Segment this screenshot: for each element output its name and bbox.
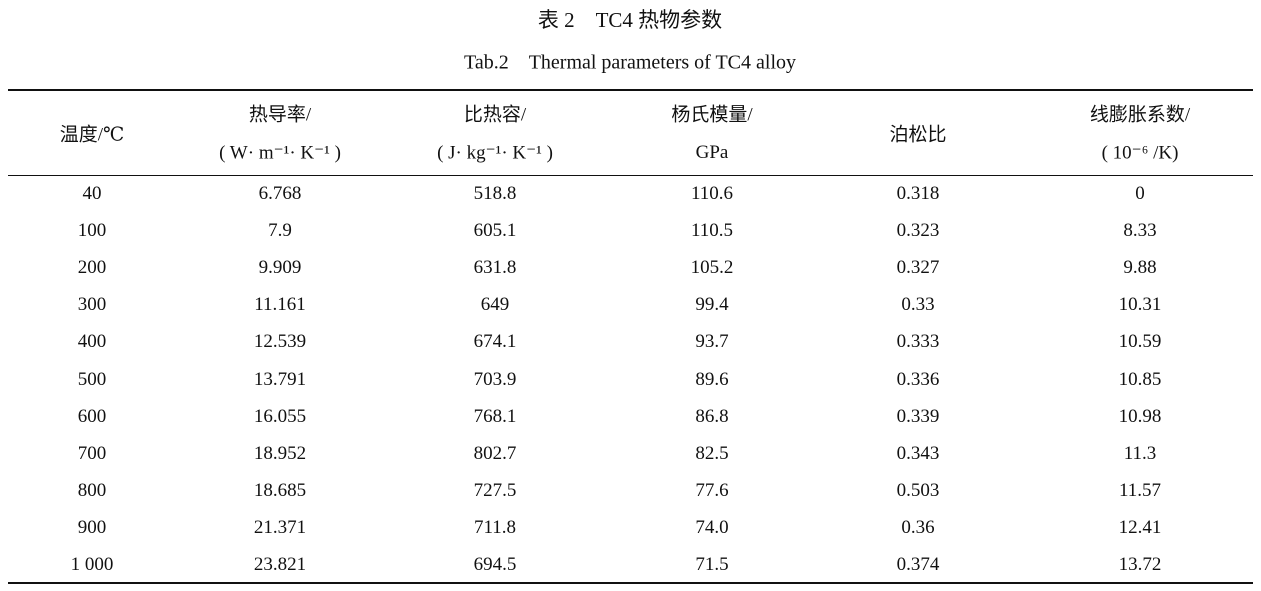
table-cell: 700 — [77, 442, 107, 464]
table-cell: 89.6 — [695, 368, 729, 390]
table-cell: 518.8 — [473, 183, 517, 204]
table-cell: 605.1 — [473, 220, 517, 242]
table-cell: 18.952 — [253, 442, 307, 464]
table-cell: 400 — [77, 331, 107, 353]
table-cell: 100 — [77, 220, 107, 242]
table-cell: 631.8 — [473, 257, 517, 279]
table-cell: 727.5 — [473, 479, 517, 501]
table-cell: 200 — [77, 257, 107, 279]
header-cell: 杨氏模量/ — [671, 104, 753, 126]
table-cell: 674.1 — [473, 331, 517, 353]
bottom-rule — [8, 582, 1253, 584]
header-cell: ( 10⁻⁶ /K) — [1101, 142, 1179, 164]
table-cell: 703.9 — [473, 368, 517, 390]
table-cell: 0.503 — [896, 479, 940, 501]
table-cell: 21.371 — [253, 516, 307, 538]
table-cell: 711.8 — [473, 516, 517, 538]
table-cell: 0.33 — [901, 294, 935, 316]
table-cell: 110.5 — [690, 220, 734, 242]
table-cell: 0.374 — [896, 554, 940, 575]
table-cell: 0.323 — [896, 220, 940, 242]
table-cell: 0.36 — [901, 516, 935, 538]
table-cell: 649 — [480, 294, 510, 316]
table-cell: 10.85 — [1118, 368, 1162, 390]
table-cell: 18.685 — [253, 479, 307, 501]
table-cell: 10.98 — [1118, 405, 1162, 427]
table-cell: 802.7 — [473, 442, 517, 464]
table-cell: 110.6 — [690, 183, 734, 204]
header-cell: 热导率/ — [248, 104, 312, 126]
table-cell: 0.343 — [896, 442, 940, 464]
table-cell: 9.909 — [258, 257, 302, 279]
table-cell: 71.5 — [695, 554, 729, 575]
header-cell: 线膨胀系数/ — [1089, 104, 1191, 126]
table-cell: 105.2 — [690, 257, 734, 279]
header-cell: 泊松比 — [889, 124, 947, 146]
table-cell: 1 000 — [70, 554, 114, 575]
table-title: 表 2 TC4 热物参数 — [537, 8, 723, 32]
table-cell: 77.6 — [695, 479, 729, 501]
header-cell: GPa — [695, 142, 729, 163]
table-cell: 0.339 — [896, 405, 940, 427]
table-cell: 82.5 — [695, 442, 729, 464]
table-cell: 99.4 — [695, 294, 729, 316]
table-cell: 600 — [77, 405, 107, 427]
table-cell: 300 — [77, 294, 107, 316]
table-cell: 8.33 — [1123, 220, 1157, 242]
table-cell: 0.336 — [896, 368, 940, 390]
table-cell: 11.161 — [254, 294, 306, 316]
header-cell: ( J· kg⁻¹· K⁻¹ ) — [437, 142, 553, 164]
header-rule — [8, 175, 1253, 176]
table-cell: 800 — [77, 479, 107, 501]
table-cell: 12.539 — [253, 331, 307, 353]
table-cell: 40 — [82, 183, 102, 204]
table-cell: 0 — [1135, 183, 1145, 204]
table-cell: 768.1 — [473, 405, 517, 427]
table-cell: 11.3 — [1123, 442, 1157, 464]
header-cell: 温度/℃ — [59, 124, 125, 146]
table-subtitle: Tab.2 Thermal parameters of TC4 alloy — [463, 51, 797, 74]
table-cell: 13.72 — [1118, 554, 1162, 575]
table-cell: 900 — [77, 516, 107, 538]
header-cell: ( W· m⁻¹· K⁻¹ ) — [219, 142, 341, 164]
table-cell: 12.41 — [1118, 516, 1162, 538]
table-cell: 0.327 — [896, 257, 940, 279]
table-cell: 13.791 — [253, 368, 307, 390]
table-cell: 16.055 — [253, 405, 307, 427]
top-rule — [8, 89, 1253, 91]
table-cell: 9.88 — [1123, 257, 1157, 279]
table-cell: 7.9 — [268, 220, 292, 242]
table-cell: 0.318 — [896, 183, 940, 204]
table-cell: 74.0 — [695, 516, 729, 538]
table-cell: 0.333 — [896, 331, 940, 353]
table-cell: 10.59 — [1118, 331, 1162, 353]
table-cell: 500 — [77, 368, 107, 390]
table-cell: 11.57 — [1118, 479, 1162, 501]
table-cell: 23.821 — [253, 554, 307, 575]
header-cell: 比热容/ — [463, 104, 527, 126]
table-cell: 86.8 — [695, 405, 729, 427]
table-cell: 694.5 — [473, 554, 517, 575]
table-cell: 10.31 — [1118, 294, 1162, 316]
table-cell: 6.768 — [258, 183, 302, 204]
table-cell: 93.7 — [695, 331, 729, 353]
